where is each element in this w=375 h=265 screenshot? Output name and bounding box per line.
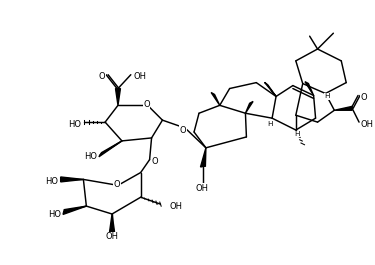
Text: HO: HO (68, 120, 81, 129)
Polygon shape (99, 141, 122, 157)
Text: O: O (151, 157, 158, 166)
Text: OH: OH (133, 72, 146, 81)
Text: OH: OH (105, 232, 118, 241)
Text: HO: HO (48, 210, 61, 219)
Text: OH: OH (195, 184, 208, 193)
Text: H: H (325, 94, 330, 99)
Polygon shape (61, 177, 83, 182)
Polygon shape (110, 214, 114, 232)
Text: O: O (114, 180, 120, 189)
Polygon shape (305, 82, 314, 95)
Polygon shape (334, 106, 352, 110)
Text: O: O (361, 93, 367, 102)
Text: HO: HO (45, 177, 58, 186)
Text: O: O (180, 126, 186, 135)
Text: O: O (99, 72, 105, 81)
Polygon shape (211, 92, 220, 105)
Text: HO: HO (84, 152, 97, 161)
Polygon shape (245, 101, 253, 113)
Text: H: H (267, 121, 273, 127)
Text: H: H (294, 131, 300, 137)
Text: O: O (143, 100, 150, 109)
Polygon shape (201, 148, 206, 167)
Text: OH: OH (360, 120, 374, 129)
Polygon shape (63, 206, 86, 214)
Text: OH: OH (170, 202, 182, 211)
Polygon shape (116, 89, 120, 105)
Polygon shape (265, 82, 276, 96)
